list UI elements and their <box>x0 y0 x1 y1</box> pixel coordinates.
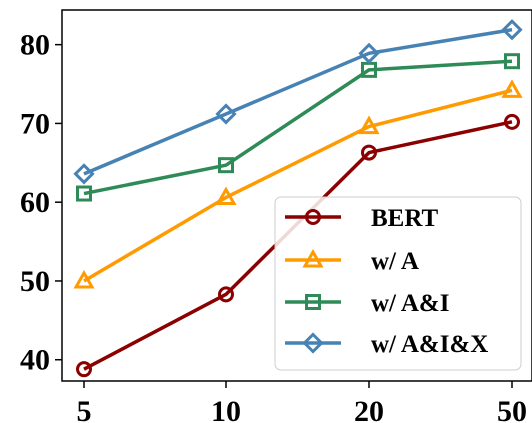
data-point-w-a <box>73 269 95 289</box>
x-tick-label: 10 <box>211 395 241 423</box>
legend-box <box>274 196 522 371</box>
legend-label-w-a-i: w/ A&I <box>371 290 449 317</box>
series-line-w-a-i-x <box>83 27 513 176</box>
y-tick-label: 70 <box>20 107 50 140</box>
y-tick-label: 40 <box>20 344 50 377</box>
data-point-w-a-i-x <box>501 19 523 41</box>
data-point-bert <box>504 113 520 130</box>
x-tick-label: 50 <box>497 395 527 423</box>
data-point-bert <box>361 144 377 161</box>
data-point-w-a <box>501 79 523 98</box>
legend: BERT w/ A w/ A&I w/ A&I&X <box>274 196 522 371</box>
y-tick-label: 80 <box>20 29 50 62</box>
legend-marker-w-a-i-x <box>302 332 324 354</box>
x-tick-label: 20 <box>354 395 384 423</box>
legend-label-w-a-i-x: w/ A&I&X <box>371 331 488 358</box>
data-point-w-a-i <box>504 53 520 70</box>
legend-marker-w-a-i <box>305 294 321 310</box>
data-point-w-a-i <box>218 157 234 174</box>
series-line-w-a-i <box>83 59 513 196</box>
legend-label-w-a: w/ A <box>371 248 419 275</box>
series-w-a-i-x <box>73 19 523 185</box>
data-point-w-a-i-x <box>73 163 95 185</box>
data-point-w-a-i <box>76 185 92 202</box>
data-point-bert <box>218 286 234 303</box>
data-point-w-a-i-x <box>215 103 237 125</box>
legend-label-bert: BERT <box>371 205 439 232</box>
series-w-a <box>73 79 523 289</box>
data-point-w-a <box>358 115 380 135</box>
data-point-bert <box>76 361 92 378</box>
data-point-w-a <box>215 186 237 205</box>
legend-marker-bert <box>305 209 321 225</box>
y-tick-label: 50 <box>20 265 50 298</box>
y-tick-label: 60 <box>20 186 50 219</box>
series-line-w-a <box>83 88 513 283</box>
legend-marker-w-a <box>302 248 324 268</box>
data-point-w-a-i-x <box>358 42 380 64</box>
x-tick-label: 5 <box>77 395 92 423</box>
